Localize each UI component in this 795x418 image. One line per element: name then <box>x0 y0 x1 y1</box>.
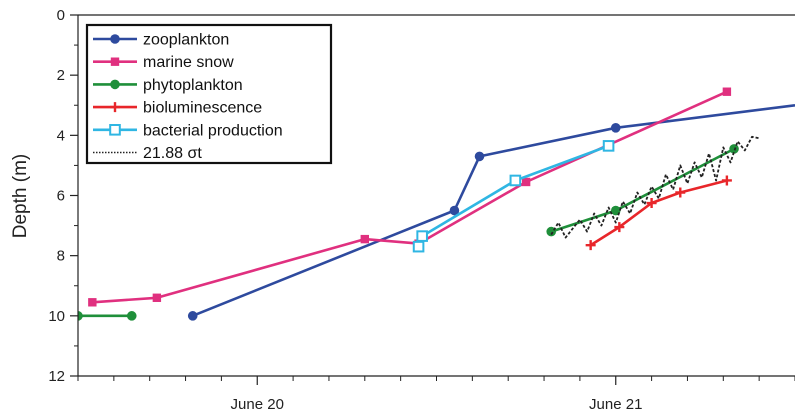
legend-label-zooplankton: zooplankton <box>143 32 229 49</box>
legend-marker-marine <box>110 57 120 66</box>
y-axis-title: Depth (m) <box>10 154 31 238</box>
legend-label-bioluminescence: bioluminescence <box>143 100 262 117</box>
data-point-marine <box>88 298 97 307</box>
data-point-bacterial <box>602 140 615 152</box>
y-tick-label: 6 <box>57 188 65 205</box>
legend-label-phytoplankton: phytoplankton <box>143 77 243 94</box>
data-point-bioluminescence <box>646 198 657 209</box>
data-point-bioluminescence <box>675 187 686 198</box>
series-line-marine <box>92 90 728 304</box>
data-point-phytoplankton <box>126 311 137 321</box>
data-point-phytoplankton <box>729 144 739 154</box>
data-point-zooplankton <box>610 123 621 133</box>
series-bacterial <box>412 140 615 253</box>
y-tick-label: 8 <box>57 248 65 265</box>
legend-marker-bioluminescence <box>110 102 120 113</box>
y-tick-label: 0 <box>57 7 65 24</box>
data-point-bioluminescence <box>585 240 596 251</box>
data-point-zooplankton <box>474 151 485 162</box>
data-point-marine <box>152 293 162 302</box>
x-tick-label: June 21 <box>589 396 642 413</box>
ticks: 0 2 4 6 8 10 12 June 20 June 21 <box>48 7 795 413</box>
data-point-marine <box>521 177 531 187</box>
series-line-bacterial <box>417 144 610 248</box>
y-tick-label: 12 <box>48 368 65 385</box>
data-point-zooplankton <box>449 205 460 216</box>
data-point-bacterial <box>416 230 428 242</box>
legend-marker-zooplankton <box>110 34 120 44</box>
y-tick-label: 10 <box>48 308 65 325</box>
y-tick-label: 2 <box>57 67 65 84</box>
data-point-zooplankton <box>187 311 198 321</box>
data-point-bioluminescence <box>614 222 625 233</box>
legend-box <box>85 23 333 165</box>
data-point-bacterial <box>509 174 522 187</box>
data-point-bioluminescence <box>721 175 732 186</box>
legend-marker-phytoplankton <box>110 79 120 90</box>
y-tick-label: 4 <box>57 127 65 144</box>
plot-area <box>78 87 795 321</box>
series-line-2188 <box>550 135 760 239</box>
series-phytoplankton <box>78 144 739 321</box>
series-2188 <box>550 135 760 239</box>
data-point-marine <box>360 234 369 244</box>
series-bioluminescence <box>585 175 732 251</box>
legend-marker-bacterial <box>109 124 121 136</box>
data-point-phytoplankton <box>78 311 83 321</box>
series-zooplankton <box>187 104 795 321</box>
x-tick-label: June 20 <box>231 396 284 413</box>
legend-label-bacterial: bacterial production <box>143 122 283 139</box>
data-point-bacterial <box>412 240 425 253</box>
legend-label-2188: 21.88 σt <box>143 145 202 162</box>
legend-label-marine: marine snow <box>143 54 234 71</box>
data-point-marine <box>722 87 732 96</box>
legend: zooplankton marine snow phytoplankton biolu… <box>85 23 333 165</box>
